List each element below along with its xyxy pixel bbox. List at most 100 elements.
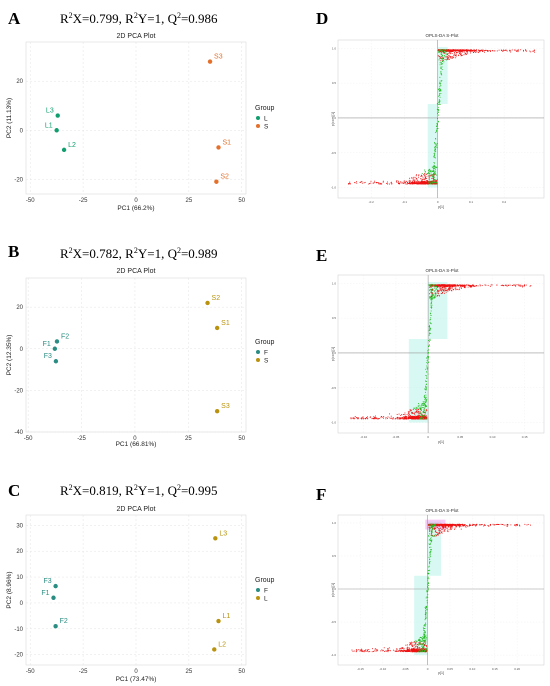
y-tick-label: -0.5	[331, 386, 337, 390]
splot-point	[410, 412, 412, 414]
splot-point	[452, 57, 454, 59]
splot-point	[373, 418, 375, 420]
splot-point	[396, 414, 398, 415]
r2x-value-c: 0.819	[89, 483, 118, 498]
pca-ylabel-c: PC2 (8.96%)	[6, 571, 13, 608]
splot-point	[482, 50, 483, 52]
splot-point	[433, 176, 434, 178]
splot-point	[432, 167, 434, 169]
splot-point	[446, 286, 447, 288]
splot-point	[438, 284, 440, 286]
splot-point	[441, 74, 443, 76]
splot-point	[419, 413, 421, 414]
splot-point	[441, 63, 443, 65]
splot-point	[450, 57, 452, 59]
splot-point	[435, 144, 437, 146]
stats-b: R2X=0.782, R2Y=1, Q2=0.989	[60, 246, 218, 261]
splot-point	[369, 417, 371, 419]
splot-point	[437, 534, 439, 536]
splot-point	[458, 54, 460, 56]
splot-point	[439, 533, 441, 535]
splot-point	[451, 288, 453, 290]
splot-point	[430, 182, 432, 184]
splot-point	[458, 524, 459, 526]
splot-point	[446, 525, 448, 526]
splot-point	[444, 285, 446, 287]
splot-point	[486, 49, 488, 51]
pca-legend-c: Group F L	[255, 577, 275, 603]
splot-point	[446, 286, 448, 287]
splot-point	[438, 527, 440, 529]
splot-point	[533, 50, 535, 52]
splot-point	[364, 650, 365, 652]
splot-point	[502, 524, 504, 525]
splot-point	[428, 339, 430, 341]
splot-point	[460, 528, 462, 530]
splot-point	[412, 648, 414, 650]
panel-d: D OPLS-DA S-Plot -0.2 -0.1 0 0.1 0.2-1.0-0.5…	[316, 9, 545, 209]
splot-point	[432, 294, 434, 296]
x-tick-label: 0	[427, 435, 429, 439]
splot-point	[439, 100, 441, 102]
splot-point	[498, 49, 500, 51]
splot-point	[414, 412, 415, 414]
splot-point	[455, 525, 457, 527]
x-tick-label: -25	[79, 198, 88, 204]
splot-point	[438, 294, 440, 296]
splot-point	[409, 181, 411, 183]
splot-point	[449, 49, 451, 51]
splot-point	[419, 639, 421, 641]
splot-point	[444, 49, 446, 51]
splot-point	[430, 172, 432, 174]
splot-point	[348, 183, 350, 185]
splot-point	[437, 95, 439, 97]
splot-point	[455, 526, 457, 528]
legend-marker-a-2	[256, 124, 260, 128]
splot-point	[414, 181, 416, 182]
splot-point	[430, 537, 432, 539]
splot-point	[419, 642, 421, 644]
splot-point	[380, 416, 382, 417]
splot-point	[413, 647, 415, 649]
splot-point	[409, 642, 411, 644]
splot-point	[419, 408, 421, 410]
splot-point	[406, 183, 408, 185]
splot-point	[391, 417, 393, 419]
splot-point	[433, 168, 435, 170]
splot-point	[403, 648, 405, 650]
splot-point	[434, 525, 436, 527]
splot-point	[425, 385, 427, 387]
splot-point	[458, 284, 460, 286]
splot-point	[423, 183, 424, 185]
splot-point	[415, 650, 417, 652]
splot-point	[449, 51, 451, 53]
splot-point	[447, 53, 448, 55]
splot-point	[419, 648, 420, 650]
pca-point-l1	[54, 128, 59, 133]
splot-point	[450, 526, 452, 528]
splot-point	[415, 640, 417, 642]
panel-letter-e: E	[316, 246, 327, 265]
splot-point	[404, 182, 406, 184]
splot-point	[515, 284, 517, 286]
splot-point	[529, 285, 531, 287]
legend-marker-b-2	[256, 358, 260, 362]
splot-point	[441, 286, 443, 288]
splot-point	[435, 293, 437, 295]
splot-point	[422, 644, 424, 645]
splot-point	[494, 50, 496, 52]
splot-point	[425, 181, 427, 183]
splot-point	[450, 285, 452, 286]
splot-point	[366, 417, 368, 418]
splot-point	[430, 550, 432, 552]
splot-point	[473, 284, 475, 286]
splot-point	[471, 286, 473, 288]
splot-point	[378, 183, 379, 185]
splot-point	[400, 417, 402, 419]
splot-point	[420, 407, 422, 409]
splot-point	[428, 174, 430, 176]
x-tick-label: -0.2	[369, 200, 375, 204]
splot-point	[418, 174, 420, 176]
splot-point	[403, 418, 405, 420]
splot-point	[524, 284, 525, 286]
